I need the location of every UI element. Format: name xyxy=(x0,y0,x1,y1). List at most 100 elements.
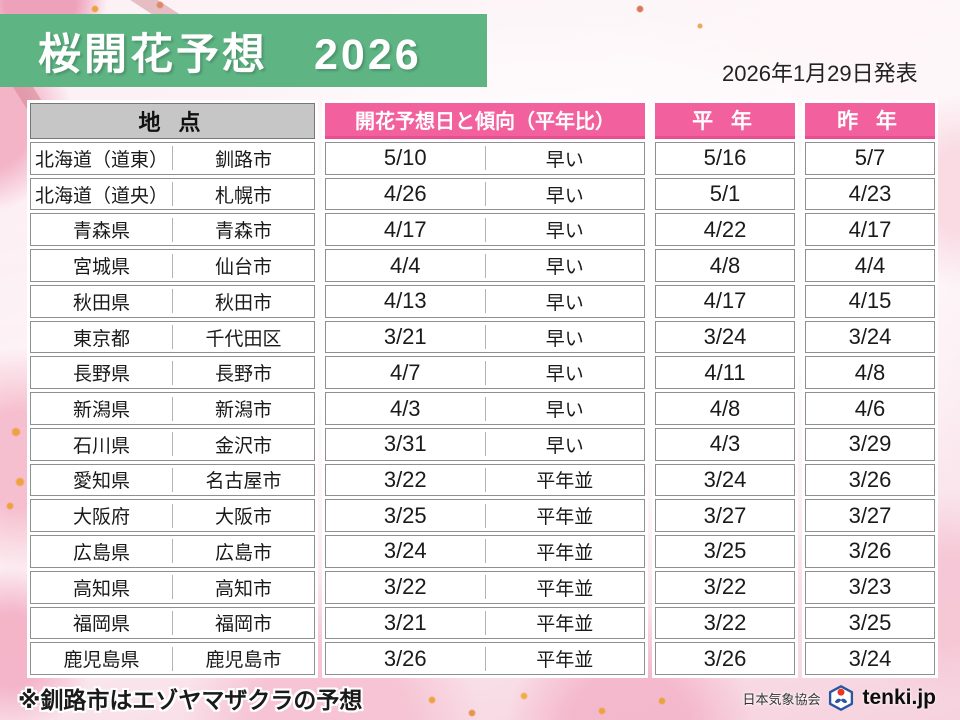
table-cell: 4/17 xyxy=(703,288,747,314)
table-cell: 新潟県 xyxy=(72,400,130,421)
forecast-row: 3/24 平年並 xyxy=(325,535,645,568)
last-year-row: 4/17 xyxy=(805,213,935,247)
last-year-row: 4/23 xyxy=(805,177,935,211)
column-divider xyxy=(172,217,173,242)
table-cell: 石川県 xyxy=(72,435,130,457)
footnote: ※釧路市はエゾヤマザクラの予想 xyxy=(18,687,363,713)
brand-name: tenki.jp xyxy=(862,686,936,709)
normal-year-row: 4/17 xyxy=(655,284,795,318)
table-cell: 長野市 xyxy=(214,364,272,386)
table-cell: 5/10 xyxy=(383,145,427,171)
normal-year-row: 4/8 xyxy=(655,249,795,282)
last-year-row: 5/7 xyxy=(805,142,935,175)
table-cell: 4/17 xyxy=(383,216,427,242)
table-cell: 3/25 xyxy=(383,502,427,528)
column-divider xyxy=(172,182,173,207)
table-cell: 平年並 xyxy=(536,650,594,672)
table-cell: 3/25 xyxy=(703,538,747,564)
table-cell: 4/4 xyxy=(854,252,886,278)
last-year-row: 3/24 xyxy=(805,642,935,676)
column-divider xyxy=(172,289,173,314)
table-cell: 早い xyxy=(545,149,584,171)
column-divider xyxy=(172,146,173,171)
table-cell: 3/27 xyxy=(848,502,892,528)
forecast-column-block: 開花予想日と傾向（平年比） 5/10 早い 4/26 早い 4/17 早い 4/4 早い 4/1… xyxy=(322,100,648,678)
table-cell: 千代田区 xyxy=(205,328,282,350)
forecast-row: 3/26 平年並 xyxy=(325,642,645,676)
table-cell: 青森県 xyxy=(72,221,130,243)
table-cell: 早い xyxy=(545,400,584,421)
table-cell: 高知市 xyxy=(214,578,272,600)
table-cell: 4/11 xyxy=(704,359,746,385)
table-cell: 4/17 xyxy=(848,216,892,242)
table-cell: 早い xyxy=(545,221,584,243)
table-cell: 5/16 xyxy=(703,145,747,171)
normal-year-header: 平 年 xyxy=(655,103,795,139)
forecast-row: 4/13 早い xyxy=(325,284,645,318)
table-cell: 4/8 xyxy=(854,359,886,385)
normal-year-row: 3/26 xyxy=(655,642,795,676)
table-cell: 広島市 xyxy=(214,542,272,564)
table-cell: 愛知県 xyxy=(72,471,130,493)
table-cell: 3/24 xyxy=(848,324,892,350)
last-year-row: 3/26 xyxy=(805,535,935,568)
column-divider xyxy=(484,467,486,492)
normal-year-row: 3/24 xyxy=(655,463,795,497)
table-cell: 3/26 xyxy=(848,466,892,492)
location-column-block: 地 点 北海道（道東） 釧路市 北海道（道央） 札幌市 青森県 青森市 宮城県 仙台市 秋田県秋… xyxy=(27,100,318,678)
table-cell: 3/21 xyxy=(383,609,427,635)
location-row: 石川県 金沢市 xyxy=(30,427,315,461)
location-row: 高知県 高知市 xyxy=(30,570,315,604)
column-divider xyxy=(172,646,173,671)
table-cell: 早い xyxy=(545,257,584,279)
column-divider xyxy=(484,575,486,600)
table-cell: 平年並 xyxy=(536,507,594,529)
column-divider xyxy=(484,396,486,421)
table-cell: 3/26 xyxy=(848,538,892,564)
forecast-row: 4/17 早い xyxy=(325,213,645,247)
forecast-row: 3/22 平年並 xyxy=(325,463,645,497)
table-cell: 鹿児島市 xyxy=(205,650,282,672)
location-row: 青森県 青森市 xyxy=(30,213,315,247)
table-cell: 鹿児島県 xyxy=(63,650,140,672)
table-cell: 3/24 xyxy=(703,324,747,350)
table-cell: 4/6 xyxy=(854,395,886,421)
table-cell: 名古屋市 xyxy=(205,471,282,493)
normal-year-row: 3/24 xyxy=(655,320,795,354)
location-row: 広島県 広島市 xyxy=(30,535,315,568)
normal-year-row: 5/1 xyxy=(655,177,795,211)
table-cell: 3/22 xyxy=(383,574,427,600)
table-cell: 秋田県 xyxy=(72,292,130,314)
last-year-row: 4/8 xyxy=(805,356,935,390)
table-cell: 3/26 xyxy=(383,645,427,671)
announce-date: 2026年1月29日発表 xyxy=(722,61,918,86)
table-cell: 早い xyxy=(545,292,584,314)
column-divider xyxy=(484,432,486,457)
table-cell: 4/8 xyxy=(709,252,741,278)
location-row: 長野県 長野市 xyxy=(30,356,315,390)
table-cell: 4/4 xyxy=(389,252,421,278)
column-divider xyxy=(172,253,173,278)
table-cell: 仙台市 xyxy=(214,257,272,279)
normal-year-row: 3/22 xyxy=(655,570,795,604)
table-cell: 4/3 xyxy=(709,431,741,457)
page-title: 桜開花予想 2026 xyxy=(38,30,422,79)
last-year-row: 4/15 xyxy=(805,284,935,318)
forecast-row: 4/26 早い xyxy=(325,177,645,211)
column-divider xyxy=(172,396,173,421)
forecast-row: 3/31 早い xyxy=(325,427,645,461)
table-cell: 3/22 xyxy=(703,609,747,635)
location-row: 秋田県 秋田市 xyxy=(30,284,315,318)
table-cell: 5/7 xyxy=(854,145,886,171)
table-cell: 3/24 xyxy=(848,645,892,671)
forecast-row: 3/21 平年並 xyxy=(325,606,645,640)
column-divider xyxy=(484,325,486,350)
normal-year-row: 4/22 xyxy=(655,213,795,247)
forecast-row: 5/10 早い xyxy=(325,142,645,175)
last-year-header: 昨 年 xyxy=(805,103,935,139)
table-cell: 3/26 xyxy=(703,645,747,671)
table-cell: 北海道（道東） xyxy=(34,149,168,171)
last-year-row: 3/24 xyxy=(805,320,935,354)
normal-year-row: 3/25 xyxy=(655,535,795,568)
table-cell: 4/22 xyxy=(703,216,747,242)
